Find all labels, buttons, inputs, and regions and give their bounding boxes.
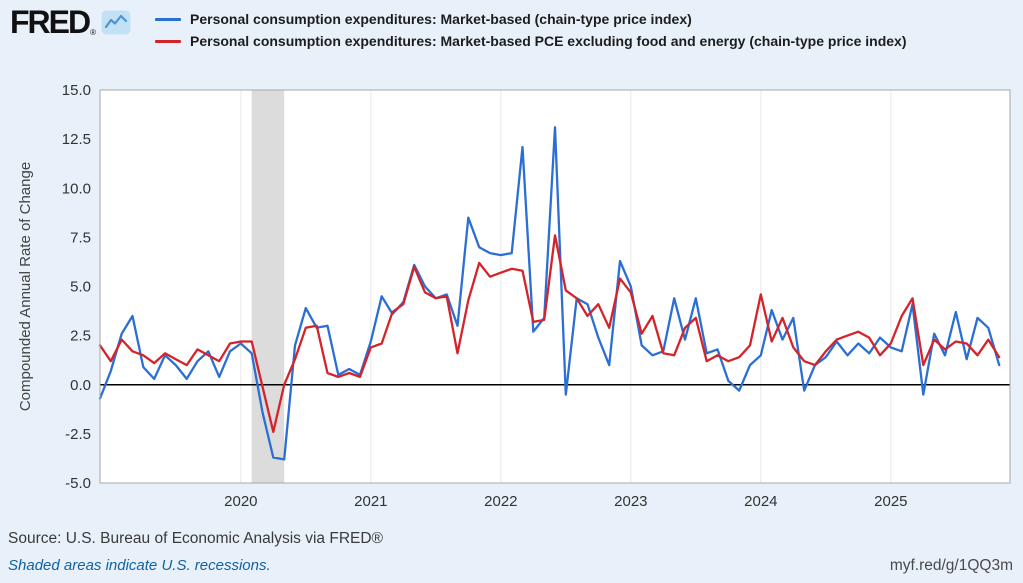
y-tick-label: 15.0 [62,82,91,99]
fred-logo-text: FRED [10,4,91,40]
series-line-0 [98,126,1001,461]
x-tick-label: 2022 [484,493,517,510]
legend-label-market-based-core-pce: Personal consumption expenditures: Marke… [190,33,907,49]
legend-item-market-based-core-pce[interactable]: Personal consumption expenditures: Marke… [155,33,906,49]
recession-band [251,90,285,483]
chart-legend: Personal consumption expenditures: Marke… [155,11,906,49]
x-tick-label: 2024 [744,493,777,510]
plot-border [99,89,1011,484]
y-tick-label: -2.5 [65,426,91,443]
legend-item-market-based-pce[interactable]: Personal consumption expenditures: Marke… [155,11,906,27]
y-tick-label: 2.5 [70,328,91,345]
y-tick-label: -5.0 [65,475,91,492]
legend-swatch-market-based-pce [155,17,181,21]
y-tick-label: 7.5 [70,229,91,246]
fred-logo[interactable]: FRED ® [10,6,131,38]
x-tick-label: 2025 [874,493,907,510]
y-tick-label: 5.0 [70,279,91,296]
legend-swatch-market-based-core-pce [155,39,181,43]
y-tick-label: 10.0 [62,180,91,197]
fred-logo-registered-mark: ® [90,28,97,37]
legend-label-market-based-pce: Personal consumption expenditures: Marke… [190,11,692,27]
x-tick-label: 2023 [614,493,647,510]
y-tick-label: 0.0 [70,377,91,394]
chart-header: FRED ® Personal consumption expenditures… [0,0,1023,58]
y-tick-label: 12.5 [62,131,91,148]
source-text: Source: U.S. Bureau of Economic Analysis… [8,530,383,547]
fred-logo-chart-icon [101,10,131,35]
recessions-note-link[interactable]: Shaded areas indicate U.S. recessions. [8,557,271,574]
x-tick-label: 2021 [354,493,387,510]
x-tick-label: 2020 [224,493,257,510]
series-line-1 [98,234,1001,434]
y-axis-title: Compounded Annual Rate of Change [17,162,34,411]
chart-canvas[interactable]: 15.0 12.5 10.0 7.5 5.0 2.5 0.0 -2.5 -5.0 2020 2021… [0,58,1023,520]
short-url[interactable]: myf.red/g/1QQ3m [889,557,1013,574]
chart-area[interactable]: 15.0 12.5 10.0 7.5 5.0 2.5 0.0 -2.5 -5.0 2020 2021… [0,58,1023,520]
